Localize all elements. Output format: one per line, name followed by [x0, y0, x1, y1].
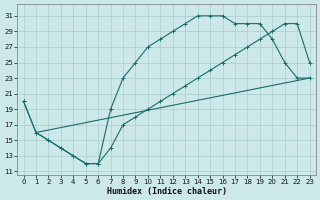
X-axis label: Humidex (Indice chaleur): Humidex (Indice chaleur) [107, 187, 227, 196]
